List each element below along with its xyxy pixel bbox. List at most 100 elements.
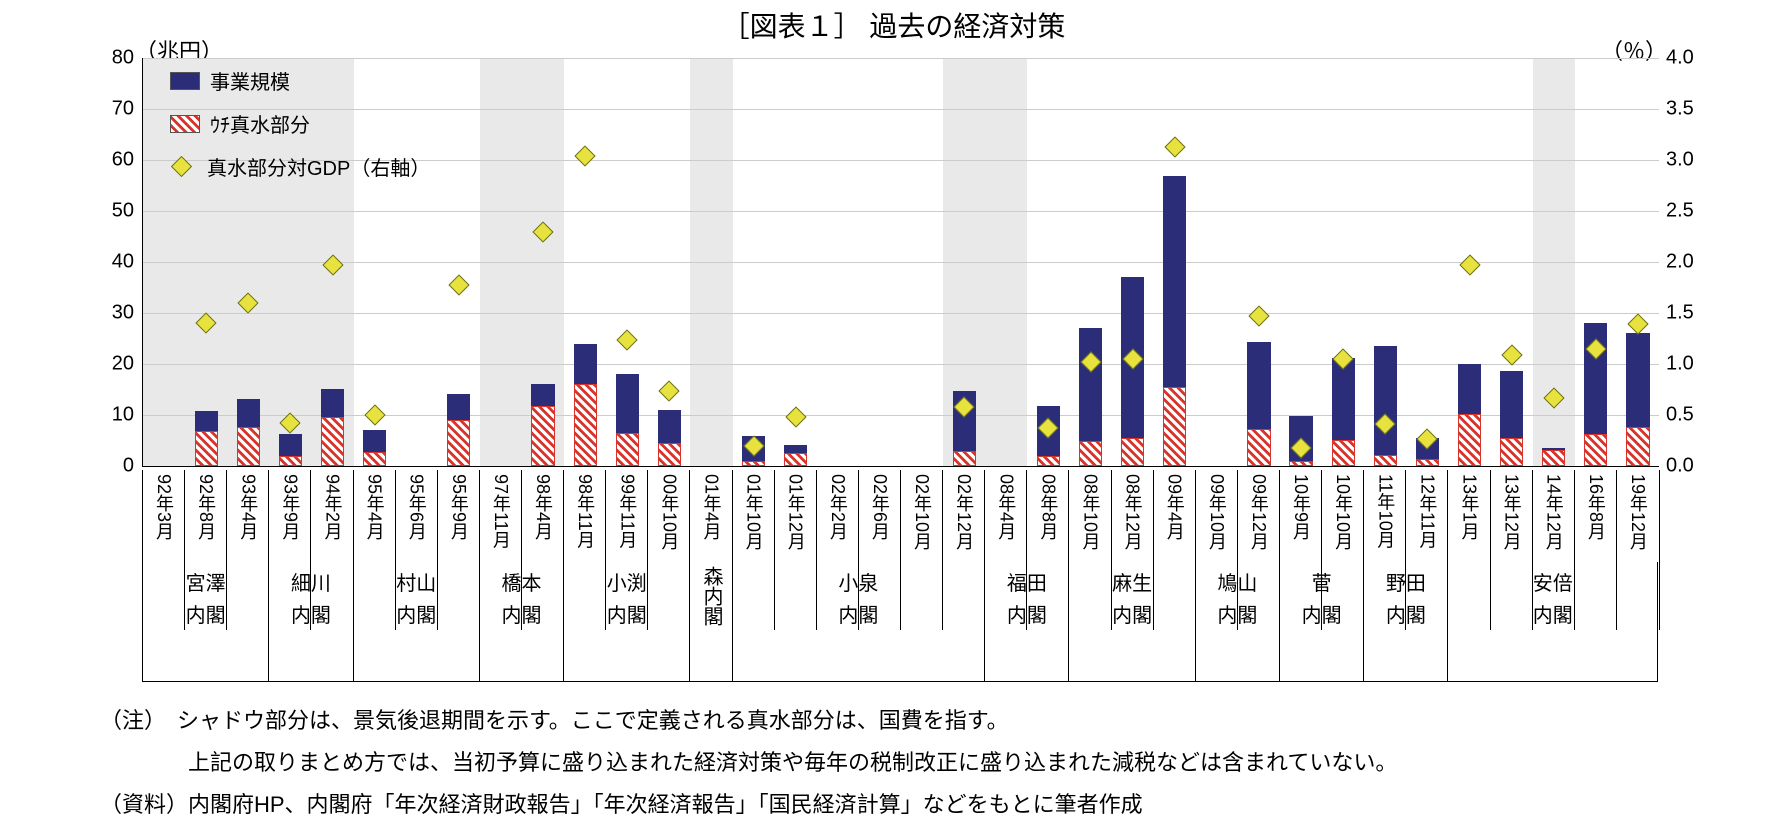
- y-tick-left: 60: [84, 149, 134, 172]
- x-tick-label: 95年6月: [408, 474, 426, 540]
- x-tick-label: 92年3月: [155, 474, 173, 540]
- x-tick-label: 11年10月: [1376, 474, 1394, 549]
- legend-swatch-total: [170, 72, 200, 90]
- legend-swatch-core: [170, 115, 200, 133]
- bar: [1626, 333, 1649, 466]
- bar-core: [363, 452, 386, 466]
- gdp-marker: [617, 329, 638, 350]
- gdp-marker: [364, 404, 385, 425]
- legend-core: ｳﾁ真水部分: [170, 109, 430, 138]
- gridline: [143, 364, 1659, 365]
- legend-total: 事業規模: [170, 66, 430, 95]
- x-tick-label: 13年1月: [1460, 474, 1478, 540]
- y-tick-left: 20: [84, 353, 134, 376]
- bar-core: [195, 431, 218, 466]
- bar-total: [1500, 371, 1523, 438]
- bar: [1374, 346, 1397, 466]
- y-tick-left: 30: [84, 302, 134, 325]
- y-tick-left: 80: [84, 47, 134, 70]
- y-tick-right: 2.5: [1666, 200, 1726, 223]
- gdp-marker: [448, 275, 469, 296]
- bar-core: [1542, 450, 1565, 466]
- x-tick-label: 95年9月: [450, 474, 468, 540]
- y-axis-left: 01020304050607080: [82, 58, 138, 466]
- cabinet-group: 森内閣: [689, 562, 731, 682]
- cabinet-group: 鳩山内閣: [1195, 562, 1279, 682]
- bar-total: [321, 389, 344, 418]
- cabinet-axis: 宮澤内閣細川内閣村山内閣橋本内閣小渕内閣森内閣小泉内閣福田内閣麻生内閣鳩山内閣菅…: [142, 562, 1658, 682]
- bar: [1542, 448, 1565, 466]
- x-tick-label: 01年10月: [745, 474, 763, 550]
- x-tick-label: 09年12月: [1250, 474, 1268, 550]
- gridline: [143, 262, 1659, 263]
- cabinet-group: 野田内閣: [1363, 562, 1447, 682]
- bar-total: [658, 410, 681, 443]
- bar: [616, 374, 639, 466]
- bar: [1079, 328, 1102, 466]
- x-tick-label: 01年12月: [787, 474, 805, 550]
- legend-label-core: ｳﾁ真水部分: [210, 109, 310, 138]
- bar-core: [237, 427, 260, 466]
- cabinet-group: 麻生内閣: [1068, 562, 1194, 682]
- bar: [363, 430, 386, 466]
- cabinet-label: 細川内閣: [291, 568, 331, 632]
- x-tick-label: 98年11月: [576, 474, 594, 549]
- y-tick-right: 2.0: [1666, 251, 1726, 274]
- cabinet-label: 小泉内閣: [838, 568, 878, 632]
- x-tick-label: 12年11月: [1418, 474, 1436, 549]
- bar-core: [321, 417, 344, 466]
- gdp-marker: [1164, 136, 1185, 157]
- x-tick-label: 02年10月: [913, 474, 931, 550]
- y-tick-right: 3.0: [1666, 149, 1726, 172]
- cabinet-group: 安倍内閣: [1447, 562, 1658, 682]
- bar-core: [658, 443, 681, 466]
- cabinet-label: 安倍内閣: [1533, 568, 1573, 632]
- notes: （注） シャドウ部分は、景気後退期間を示す。ここで定義される真水部分は、国費を指…: [100, 700, 1397, 825]
- gridline: [143, 58, 1659, 59]
- note-2: 上記の取りまとめ方では、当初予算に盛り込まれた経済対策や毎年の税制改正に盛り込ま…: [100, 742, 1397, 784]
- gridline: [143, 211, 1659, 212]
- bar-total: [1332, 358, 1355, 440]
- y-tick-left: 70: [84, 98, 134, 121]
- cabinet-group: 菅内閣: [1279, 562, 1363, 682]
- y-tick-right: 4.0: [1666, 47, 1726, 70]
- cabinet-group: 小泉内閣: [732, 562, 985, 682]
- x-tick-label: 01年4月: [702, 474, 720, 540]
- bar-core: [616, 433, 639, 466]
- cabinet-label: 小渕内閣: [607, 568, 647, 632]
- legend: 事業規模 ｳﾁ真水部分 真水部分対GDP（右軸）: [170, 66, 430, 195]
- y-tick-left: 10: [84, 404, 134, 427]
- bar-total: [1247, 342, 1270, 430]
- x-tick-label: 16年8月: [1587, 474, 1605, 540]
- legend-label-gdp: 真水部分対GDP（右軸）: [207, 152, 430, 181]
- bar-total: [784, 445, 807, 453]
- bar-total: [1163, 176, 1186, 387]
- x-tick-label: 14年12月: [1545, 474, 1563, 550]
- x-tick-label: 02年12月: [955, 474, 973, 550]
- bar-core: [1458, 414, 1481, 466]
- bar-total: [616, 374, 639, 433]
- bar-core: [784, 453, 807, 466]
- bar-total: [1458, 364, 1481, 414]
- cabinet-label: 村山内閣: [396, 568, 436, 632]
- bar-core: [531, 406, 554, 466]
- bar: [1500, 371, 1523, 466]
- x-tick-label: 02年6月: [871, 474, 889, 540]
- bar: [574, 344, 597, 466]
- legend-gdp: 真水部分対GDP（右軸）: [170, 152, 430, 181]
- bar: [279, 434, 302, 466]
- x-tick-label: 95年4月: [366, 474, 384, 540]
- bar-total: [279, 434, 302, 455]
- gdp-marker: [785, 406, 806, 427]
- cabinet-label: 菅内閣: [1302, 568, 1342, 632]
- y-tick-right: 0.5: [1666, 404, 1726, 427]
- bar-core: [1289, 461, 1312, 466]
- cabinet-group: 村山内閣: [353, 562, 479, 682]
- bar-total: [574, 344, 597, 385]
- x-tick-label: 09年4月: [1166, 474, 1184, 540]
- y-tick-right: 0.0: [1666, 455, 1726, 478]
- cabinet-group: 細川内閣: [268, 562, 352, 682]
- bar-total: [1079, 328, 1102, 440]
- bar-total: [195, 411, 218, 431]
- x-tick-label: 00年10月: [660, 474, 678, 550]
